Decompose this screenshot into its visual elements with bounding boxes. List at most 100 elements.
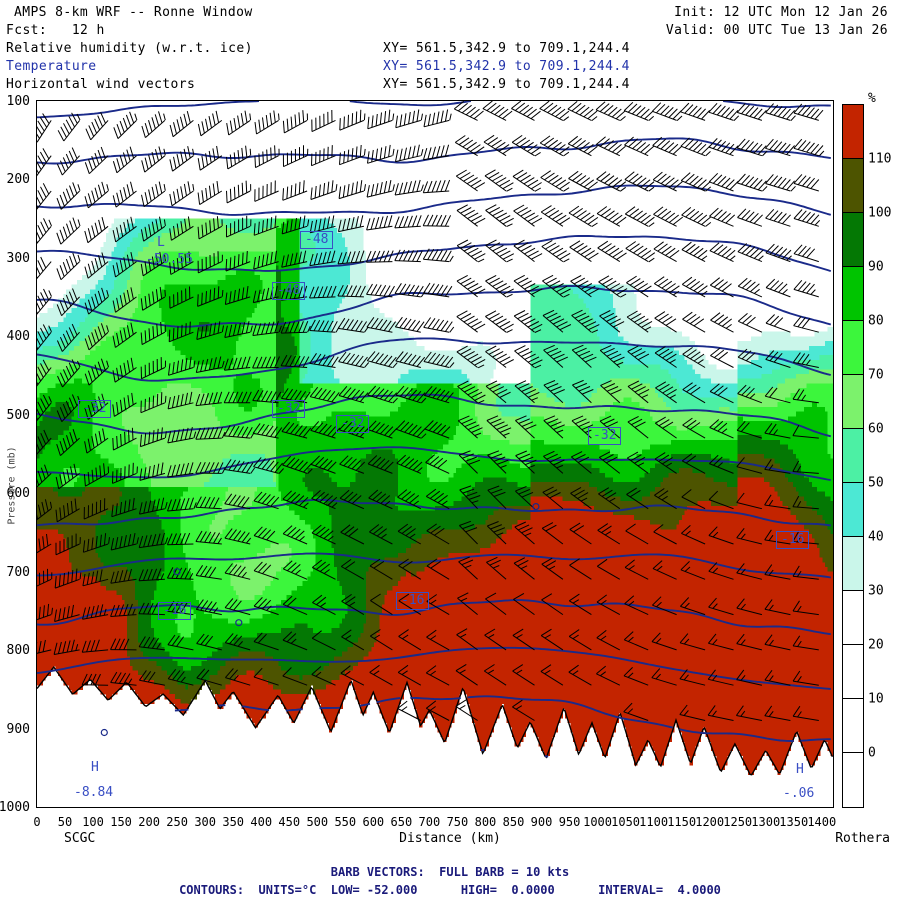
- wind-barb: [708, 597, 734, 616]
- wind-barb: [338, 420, 369, 439]
- contour-label: -32: [588, 427, 622, 445]
- wind-barb: [111, 497, 137, 518]
- wind-barb: [84, 428, 109, 454]
- wind-barb: [56, 394, 81, 423]
- wind-barb: [598, 275, 628, 298]
- wind-barb: [394, 249, 423, 263]
- wind-barb: [456, 345, 486, 369]
- wind-barb: [84, 393, 109, 420]
- wind-barb: [484, 628, 507, 651]
- wind-barb: [82, 533, 110, 553]
- wind-barb: [624, 171, 655, 192]
- wind-barb: [197, 145, 223, 171]
- y-axis-tick-label: 200: [6, 172, 30, 188]
- wind-barb: [736, 420, 763, 439]
- x-axis-tick-label: 1250: [723, 815, 753, 829]
- wind-barb: [110, 568, 137, 584]
- wind-barb: [682, 311, 706, 333]
- wind-barb: [513, 274, 543, 298]
- contour-label: -50.55: [146, 252, 193, 267]
- wind-barb: [455, 699, 478, 721]
- wind-barb: [543, 415, 565, 439]
- wind-barb: [737, 348, 763, 368]
- wind-barb: [426, 558, 450, 580]
- wind-barb: [224, 286, 251, 305]
- wind-barb: [166, 532, 194, 546]
- wind-barb: [596, 594, 621, 616]
- wind-barb: [82, 569, 109, 587]
- wind-barb: [282, 525, 308, 545]
- wind-barb: [710, 312, 734, 333]
- temperature-contour: [37, 498, 831, 527]
- wind-barb: [485, 345, 514, 368]
- wind-barb: [792, 495, 819, 510]
- wind-barb: [764, 494, 791, 510]
- colorbar-segment: [843, 591, 863, 645]
- wind-barb: [681, 241, 708, 263]
- colorbar-segment: [843, 483, 863, 537]
- wind-barb: [425, 665, 450, 686]
- wind-barb: [252, 356, 280, 369]
- wind-barb: [737, 243, 764, 263]
- wind-barb: [571, 344, 597, 368]
- contour-label: -16: [158, 602, 192, 620]
- wind-barb: [569, 240, 599, 263]
- wind-barb: [281, 250, 308, 268]
- wind-barb: [654, 488, 677, 510]
- forecast-hour: Fcst: 12 h: [6, 23, 105, 38]
- wind-barb: [792, 565, 819, 580]
- rh-fill-layer: [37, 101, 833, 775]
- wind-barb: [339, 455, 366, 474]
- wind-barb: [395, 385, 427, 404]
- wind-barb: [37, 183, 52, 210]
- wind-barb: [793, 279, 819, 298]
- wind-barb: [282, 560, 308, 580]
- wind-barb: [370, 629, 393, 651]
- wind-barb: [792, 705, 819, 721]
- wind-barb: [282, 490, 309, 510]
- wind-barb: [598, 487, 621, 510]
- wind-barb: [680, 137, 711, 157]
- x-axis-tick-label: 1200: [695, 815, 725, 829]
- wind-barb: [627, 345, 650, 368]
- wind-barb: [737, 313, 763, 333]
- wind-barb: [424, 420, 451, 439]
- wind-barb: [513, 310, 543, 333]
- wind-barb: [737, 277, 763, 298]
- wind-barb: [736, 103, 767, 121]
- temperature-contour: [37, 101, 831, 119]
- x-axis-tick-label: 1350: [779, 815, 809, 829]
- wind-barb: [707, 669, 734, 686]
- wind-barb: [223, 425, 255, 439]
- wind-barb: [311, 666, 336, 686]
- wind-barb: [224, 459, 256, 474]
- wind-barb: [453, 101, 484, 121]
- wind-barb: [765, 208, 791, 227]
- wind-barb: [681, 453, 706, 474]
- wind-barb: [253, 561, 279, 580]
- colorbar-tick-label: 10: [868, 691, 884, 707]
- wind-barb: [110, 603, 137, 617]
- contour-label: -32: [78, 400, 112, 418]
- contour-label: -32: [272, 400, 306, 418]
- wind-barb: [310, 455, 337, 474]
- wind-barb: [653, 241, 680, 263]
- wind-barb: [572, 379, 594, 404]
- temperature-contour: [37, 337, 832, 382]
- wind-barb: [709, 242, 736, 263]
- x-axis-tick-label: 300: [194, 815, 216, 829]
- wind-barb: [140, 321, 166, 346]
- x-axis-tick-label: 250: [166, 815, 188, 829]
- wind-barb: [309, 319, 340, 333]
- wind-barb: [53, 639, 80, 655]
- temperature-contour: [480, 748, 549, 758]
- wind-barb: [167, 600, 194, 616]
- wind-barb: [138, 532, 169, 549]
- wind-barb: [626, 310, 653, 333]
- wind-barb: [792, 424, 819, 439]
- wind-barb: [138, 602, 165, 616]
- wind-barb: [485, 204, 514, 228]
- wind-barb: [482, 101, 513, 121]
- wind-barb: [195, 391, 223, 407]
- wind-barb: [422, 179, 451, 194]
